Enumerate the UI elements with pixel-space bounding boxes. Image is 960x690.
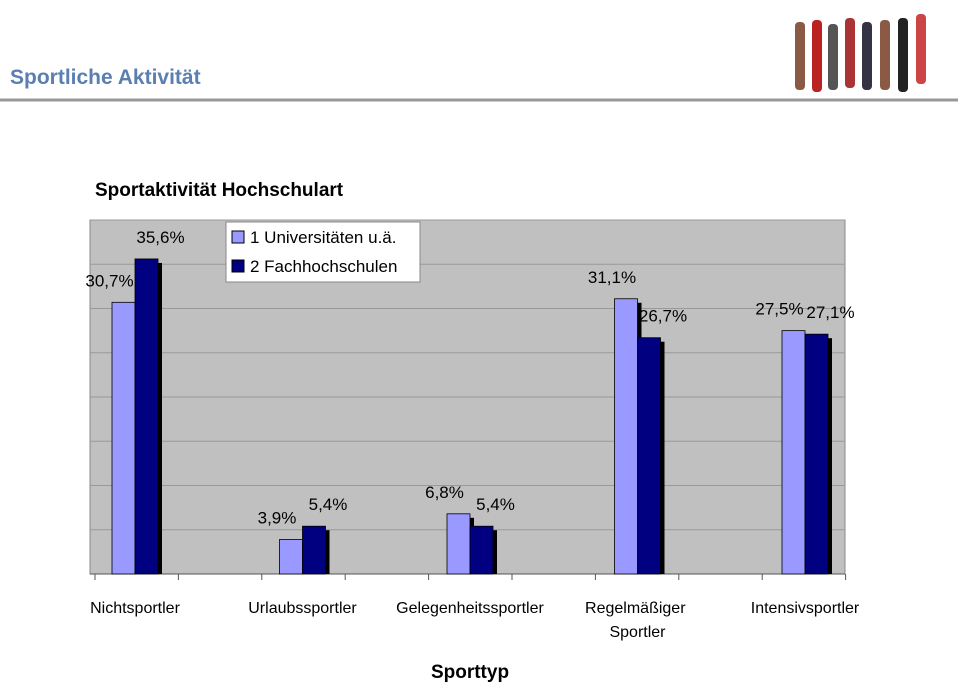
x-tick-label: Nichtsportler <box>90 600 180 617</box>
bar <box>637 337 661 575</box>
data-label: 3,9% <box>258 508 297 527</box>
data-label: 5,4% <box>476 495 515 514</box>
athletes-image <box>795 14 926 92</box>
x-tick-label: Regelmäßiger Sportler <box>585 600 690 641</box>
bar <box>302 525 326 575</box>
bar <box>446 513 471 575</box>
data-label: 30,7% <box>85 271 133 290</box>
x-tick-label: Gelegenheitssportler <box>396 600 544 617</box>
bar <box>781 330 806 575</box>
data-label: 26,7% <box>639 307 687 326</box>
x-axis-title: Sporttyp <box>431 662 509 683</box>
legend-label: 2 Fachhochschulen <box>250 257 397 276</box>
bar <box>279 539 303 575</box>
chart-title: Sportaktivität Hochschulart <box>95 180 344 201</box>
legend: 1 Universitäten u.ä. 2 Fachhochschulen <box>225 221 421 283</box>
legend-box <box>225 221 421 283</box>
legend-label: 1 Universitäten u.ä. <box>250 228 396 247</box>
bar <box>111 301 136 575</box>
bar <box>614 298 638 575</box>
bar <box>469 525 494 575</box>
data-label: 5,4% <box>309 495 348 514</box>
data-label: 35,6% <box>136 228 184 247</box>
bar <box>804 333 829 575</box>
data-label: 31,1% <box>588 268 636 287</box>
data-label: 6,8% <box>425 483 464 502</box>
legend-swatch <box>231 259 245 273</box>
slide-title: Sportliche Aktivität <box>10 66 201 89</box>
data-label: 27,1% <box>806 303 854 322</box>
legend-swatch <box>231 230 245 244</box>
data-label: 27,5% <box>755 300 803 319</box>
bar <box>134 258 159 575</box>
x-tick-label: Urlaubssportler <box>248 600 357 617</box>
x-tick-label: Intensivsportler <box>751 600 860 617</box>
